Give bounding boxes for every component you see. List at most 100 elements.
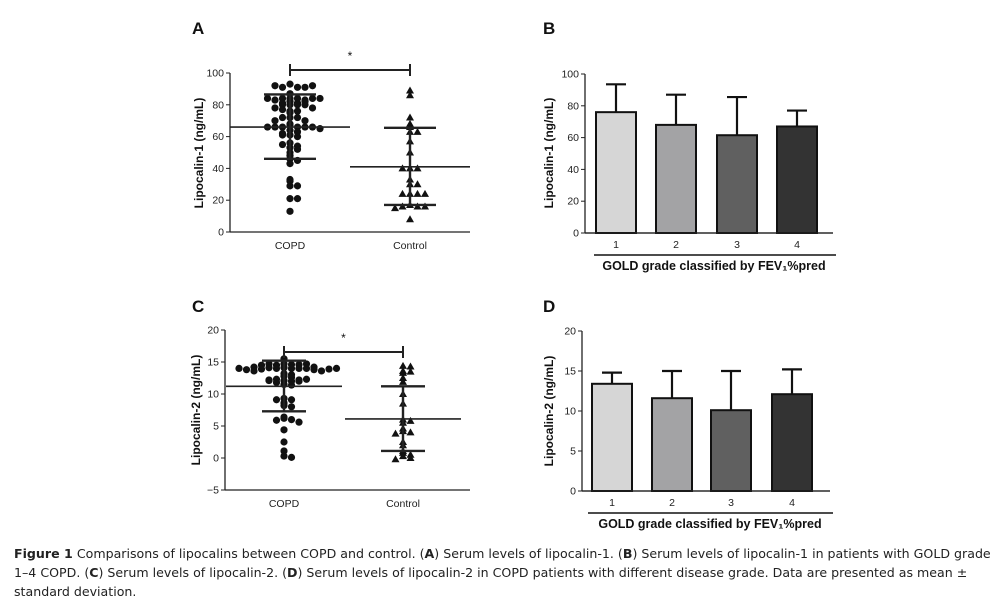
y-tick-label: 100	[561, 69, 579, 81]
panel-d-xlabel: GOLD grade classified by FEV₁%pred	[598, 517, 821, 531]
data-point-copd	[280, 452, 288, 460]
category-label: 2	[669, 497, 675, 509]
data-point-copd	[280, 414, 288, 422]
data-point-copd	[286, 182, 294, 190]
y-tick-label: 5	[570, 446, 576, 458]
data-point-copd	[265, 376, 273, 384]
data-point-control	[398, 189, 407, 197]
data-point-copd	[278, 113, 287, 122]
caption-ref-a: A	[424, 546, 435, 561]
data-point-copd	[271, 96, 279, 104]
caption-figure-label: Figure 1	[14, 546, 73, 561]
y-tick-label: 20	[207, 325, 219, 337]
y-tick-label: 0	[218, 227, 224, 239]
data-point-copd	[287, 453, 296, 461]
category-label: Control	[386, 498, 420, 510]
data-point-copd	[286, 195, 294, 203]
bar-grade-4	[776, 125, 818, 234]
y-tick-label: 60	[567, 132, 579, 144]
data-point-copd	[301, 98, 309, 106]
data-point-copd	[280, 447, 288, 455]
figure-caption: Figure 1 Comparisons of lipocalins betwe…	[14, 544, 999, 601]
data-point-copd	[287, 364, 296, 372]
category-label: COPD	[269, 498, 300, 510]
panel-a-letter: A	[192, 19, 204, 38]
category-label: 1	[609, 497, 615, 509]
data-point-control	[406, 91, 414, 99]
data-point-copd	[272, 378, 281, 387]
caption-ref-b: B	[622, 546, 633, 561]
data-point-copd	[295, 364, 303, 372]
bar-grade-3	[716, 134, 758, 234]
data-point-control	[399, 377, 407, 385]
category-label: 3	[728, 497, 734, 509]
y-tick-label: 5	[213, 421, 219, 433]
caption-text-b: ) Serum levels of lipocalin-1 in patient…	[14, 546, 991, 580]
data-point-copd	[280, 426, 288, 434]
panel-d-bar: D Lipocalin-2 (ng/mL) GOLD grade classif…	[542, 297, 833, 531]
data-point-copd	[271, 117, 279, 125]
data-point-copd	[287, 416, 296, 424]
data-point-control	[406, 454, 415, 461]
data-point-control	[391, 429, 400, 437]
y-tick-label: −5	[207, 485, 219, 497]
panel-d-ylabel: Lipocalin-2 (ng/mL)	[542, 356, 556, 467]
data-point-control	[399, 361, 407, 369]
y-tick-label: 0	[573, 228, 579, 240]
y-tick-label: 0	[570, 486, 576, 498]
data-point-copd	[287, 381, 296, 389]
data-point-control	[413, 189, 422, 197]
data-point-copd	[271, 82, 279, 90]
y-tick-label: 10	[564, 406, 576, 418]
data-point-copd	[308, 104, 317, 112]
caption-ref-d: D	[287, 565, 298, 580]
data-point-copd	[250, 367, 258, 375]
data-point-copd	[286, 80, 294, 88]
data-point-control	[406, 86, 414, 94]
panel-b-ylabel: Lipocalin-1 (ng/mL)	[542, 98, 556, 209]
category-label: 4	[789, 497, 795, 509]
caption-text-c: ) Serum levels of lipocalin-2. (	[98, 565, 288, 580]
data-point-copd	[242, 366, 251, 374]
bar-grade-4	[771, 393, 813, 493]
data-point-copd	[293, 107, 302, 115]
y-tick-label: 40	[212, 163, 224, 175]
category-label: 2	[673, 239, 679, 251]
data-point-copd	[265, 364, 273, 372]
data-point-control	[406, 362, 415, 370]
data-point-copd	[302, 375, 311, 383]
data-point-copd	[278, 105, 287, 114]
data-point-copd	[332, 364, 341, 372]
panel-c-letter: C	[192, 297, 204, 316]
y-tick-label: 60	[212, 131, 224, 143]
y-tick-label: 20	[212, 195, 224, 207]
data-point-control	[406, 416, 415, 424]
data-point-control	[406, 215, 414, 223]
data-point-copd	[278, 83, 287, 91]
y-tick-label: 100	[206, 68, 224, 80]
significance-star: *	[341, 331, 346, 345]
data-point-control	[413, 164, 422, 172]
data-point-copd	[271, 104, 279, 112]
data-point-control	[406, 113, 414, 121]
data-point-copd	[278, 99, 287, 107]
data-point-copd	[293, 101, 302, 109]
data-point-control	[413, 180, 422, 188]
data-point-copd	[293, 113, 302, 122]
data-point-copd	[317, 367, 326, 375]
y-tick-label: 0	[213, 453, 219, 465]
data-point-control	[399, 368, 407, 376]
data-point-copd	[310, 366, 318, 374]
y-tick-label: 40	[567, 164, 579, 176]
data-point-copd	[308, 82, 317, 90]
y-tick-label: 10	[207, 389, 219, 401]
data-point-control	[421, 189, 429, 197]
data-point-control	[406, 367, 415, 375]
category-label: Control	[393, 240, 427, 252]
y-tick-label: 20	[567, 196, 579, 208]
data-point-copd	[293, 145, 302, 153]
panel-b-letter: B	[543, 19, 555, 38]
data-point-copd	[295, 418, 303, 426]
data-point-copd	[302, 364, 311, 372]
data-point-copd	[293, 182, 302, 190]
